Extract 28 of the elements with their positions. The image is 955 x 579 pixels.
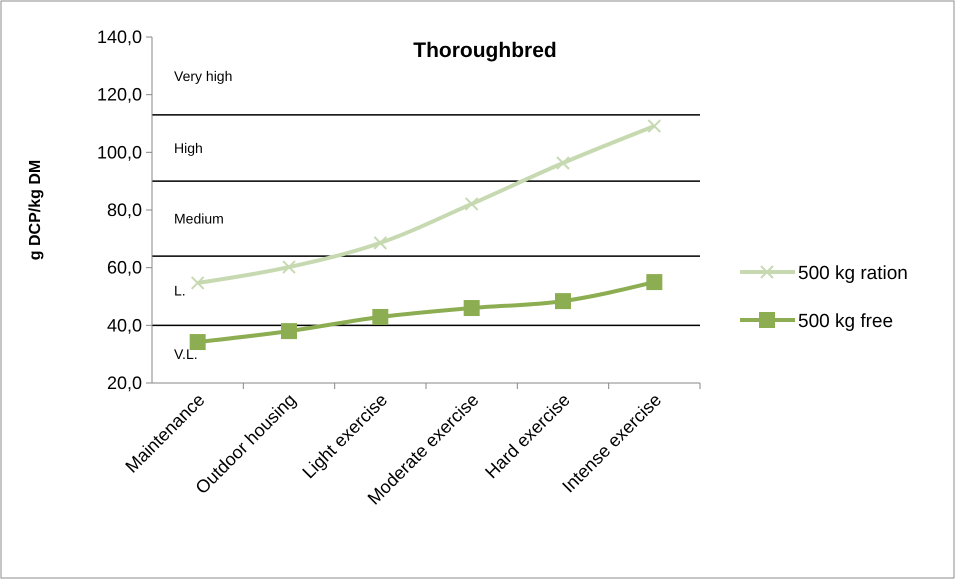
annotation: V.L. [174,346,198,362]
annotation: L. [174,282,186,299]
point [281,323,297,340]
annotation: High [174,140,203,156]
point [282,260,296,274]
point [373,236,388,250]
y-tick-label: 140,0 [96,27,142,47]
point [464,300,480,316]
point [464,196,479,211]
legend-label: 500 kg free [798,311,894,332]
annotation: Very high [174,68,232,84]
chart-title: Thoroughbred [413,39,557,62]
annotation: Medium [174,210,224,227]
point [555,293,571,310]
point [556,156,570,170]
y-tick-label: 20,0 [106,373,142,393]
point [647,119,662,134]
y-tick-label: 60,0 [106,258,142,278]
point [190,276,205,290]
point [646,274,662,290]
y-tick-label: 40,0 [106,315,142,336]
legend-label: 500 kg ration [798,263,908,284]
y-tick-label: 100,0 [96,142,142,162]
point [372,308,388,325]
y-axis-title: g DCP/kg DM [27,160,44,260]
y-tick-label: 80,0 [106,200,142,220]
y-tick-label: 120,0 [96,84,142,105]
point [190,334,206,350]
